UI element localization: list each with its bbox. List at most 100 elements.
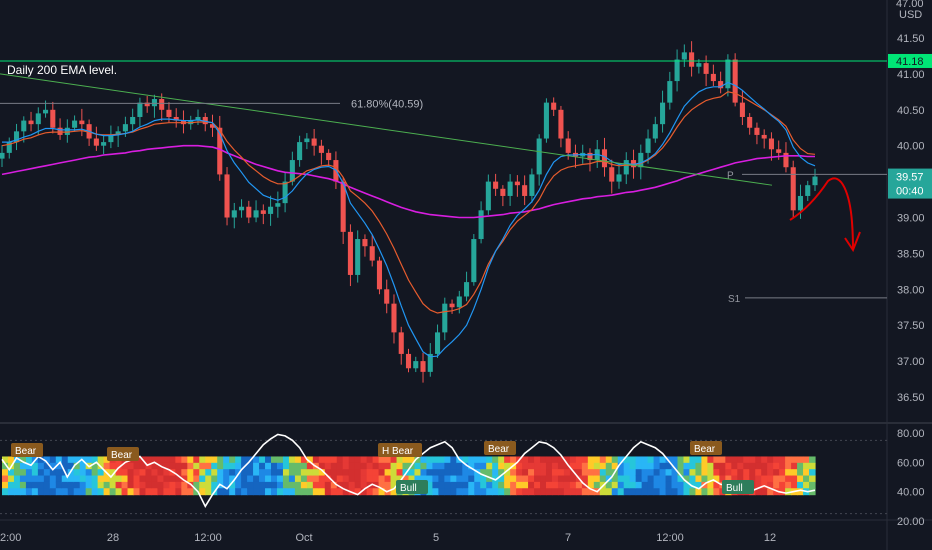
oscillator-heat-cell	[803, 456, 810, 464]
oscillator-heat-cell	[809, 488, 816, 496]
oscillator-heat-cell	[713, 462, 720, 470]
oscillator-heat-cell	[695, 481, 703, 489]
oscillator-heat-cell	[354, 469, 362, 477]
oscillator-heat-cell	[785, 469, 792, 477]
oscillator-heat-cell	[390, 469, 398, 477]
oscillator-heat-cell	[151, 488, 159, 496]
oscillator-heat-cell	[761, 456, 768, 464]
oscillator-heat-cell	[671, 456, 679, 464]
oscillator-heat-cell	[426, 469, 434, 477]
oscillator-heat-cell	[701, 462, 708, 470]
oscillator-heat-cell	[438, 488, 445, 496]
oscillator-heat-cell	[605, 456, 613, 464]
candle-body	[689, 52, 695, 67]
candle-body	[681, 52, 687, 60]
oscillator-heat-cell	[229, 475, 236, 483]
oscillator-heat-cell	[205, 475, 212, 483]
oscillator-heat-cell	[647, 475, 655, 483]
oscillator-heat-cell	[366, 462, 374, 470]
oscillator-heat-cell	[354, 462, 362, 470]
oscillator-heat-cell	[288, 456, 296, 464]
oscillator-heat-cell	[229, 469, 236, 477]
oscillator-heat-cell	[432, 469, 439, 477]
oscillator-heat-cell	[767, 462, 774, 470]
oscillator-heat-cell	[510, 456, 517, 464]
oscillator-heat-cell	[235, 475, 242, 483]
oscillator-heat-cell	[617, 462, 625, 470]
oscillator-heat-cell	[605, 462, 613, 470]
oscillator-heat-cell	[617, 481, 625, 489]
oscillator-heat-cell	[635, 475, 643, 483]
oscillator-heat-cell	[462, 456, 469, 464]
oscillator-heat-cell	[13, 488, 21, 496]
oscillator-heat-cell	[390, 456, 398, 464]
oscillator-heat-cell	[85, 488, 93, 496]
oscillator-heat-cell	[372, 462, 380, 470]
oscillator-heat-cell	[390, 462, 398, 470]
candle-body	[0, 152, 5, 159]
oscillator-heat-cell	[276, 481, 284, 489]
oscillator-heat-cell	[534, 469, 541, 477]
bar-countdown: 00:40	[896, 186, 924, 198]
price-tick-label: 40.50	[897, 105, 925, 117]
oscillator-heat-cell	[528, 462, 535, 470]
oscillator-heat-cell	[157, 481, 165, 489]
oscillator-heat-cell	[557, 475, 565, 483]
oscillator-heat-cell	[474, 481, 481, 489]
oscillator-heat-cell	[522, 469, 529, 477]
oscillator-heat-cell	[557, 488, 565, 496]
oscillator-heat-cell	[193, 481, 200, 489]
oscillator-heat-cell	[193, 488, 200, 496]
oscillator-heat-cell	[605, 469, 613, 477]
oscillator-heat-cell	[25, 469, 33, 477]
price-tick-label: 38.00	[897, 284, 925, 296]
candle-body	[297, 142, 303, 161]
oscillator-heat-cell	[247, 488, 254, 496]
oscillator-heat-cell	[163, 481, 170, 489]
oscillator-heat-cell	[426, 475, 434, 483]
oscillator-heat-cell	[109, 475, 117, 483]
candle-body	[449, 303, 455, 308]
oscillator-heat-cell	[223, 488, 230, 496]
oscillator-heat-cell	[384, 475, 392, 483]
signal-label-bg	[690, 441, 722, 455]
oscillator-heat-cell	[223, 475, 230, 483]
oscillator-heat-cell	[450, 488, 457, 496]
oscillator-heat-cell	[444, 456, 451, 464]
oscillator-heat-cell	[300, 456, 308, 464]
oscillator-heat-cell	[540, 488, 547, 496]
oscillator-heat-cell	[755, 481, 762, 489]
oscillator-heat-cell	[659, 469, 667, 477]
oscillator-heat-cell	[55, 469, 63, 477]
oscillator-heat-cell	[504, 481, 511, 489]
oscillator-heat-cell	[767, 469, 774, 477]
price-tick-label: 37.50	[897, 320, 925, 332]
oscillator-heat-cell	[623, 456, 631, 464]
oscillator-heat-cell	[557, 481, 565, 489]
oscillator-heat-cell	[31, 488, 39, 496]
candle-body	[115, 131, 121, 135]
oscillator-heat-cell	[67, 462, 75, 470]
oscillator-heat-cell	[701, 488, 708, 496]
oscillator-heat-cell	[749, 456, 756, 464]
oscillator-heat-cell	[444, 488, 451, 496]
oscillator-heat-cell	[498, 462, 505, 470]
oscillator-heat-cell	[468, 462, 475, 470]
oscillator-heat-cell	[623, 462, 631, 470]
oscillator-heat-cell	[534, 475, 541, 483]
candle-body	[420, 361, 426, 372]
oscillator-heat-cell	[300, 475, 308, 483]
oscillator-heat-cell	[563, 469, 571, 477]
oscillator-heat-cell	[43, 481, 51, 489]
candle-body	[638, 152, 644, 168]
oscillator-heat-cell	[85, 456, 93, 464]
oscillator-heat-cell	[713, 481, 720, 489]
oscillator-heat-cell	[241, 475, 248, 483]
candle-body	[507, 181, 513, 196]
oscillator-heat-cell	[617, 469, 625, 477]
oscillator-heat-cell	[247, 481, 254, 489]
oscillator-heat-cell	[635, 481, 643, 489]
oscillator-heat-cell	[175, 456, 182, 464]
oscillator-heat-cell	[689, 462, 697, 470]
oscillator-heat-cell	[7, 469, 15, 477]
